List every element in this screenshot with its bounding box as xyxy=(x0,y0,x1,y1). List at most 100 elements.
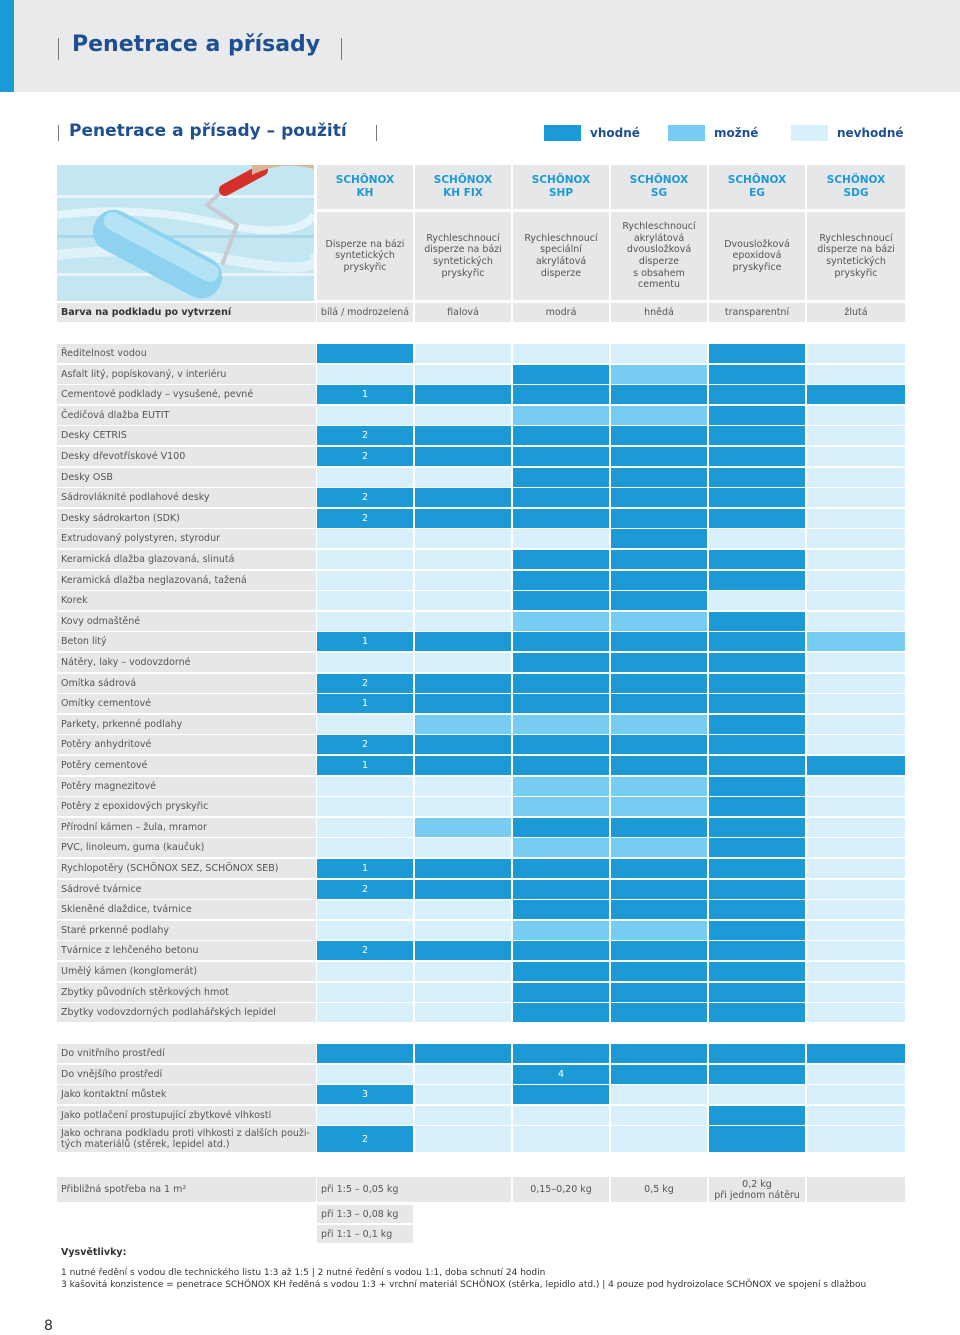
rating-cell xyxy=(611,467,707,487)
row-label: Jako ochrana podkladu proti vlhkosti z d… xyxy=(57,1126,316,1153)
cell-note: 1 xyxy=(361,389,369,401)
rating-cell xyxy=(611,529,707,549)
rating-cell xyxy=(415,1105,511,1125)
rating-cell xyxy=(415,1064,511,1084)
rating-cell xyxy=(807,344,905,363)
rating-cell xyxy=(611,385,707,405)
product-name: SCHÖNOX KH xyxy=(317,165,413,209)
row-label: Keramická dlažba neglazovaná, tažená xyxy=(57,570,316,590)
rating-cell xyxy=(611,405,707,425)
rating-cell xyxy=(415,797,511,817)
value-line: při jednom nátěru xyxy=(714,1189,800,1201)
rating-cell xyxy=(513,962,609,981)
rating-cell xyxy=(807,776,905,796)
description-line: syntetických xyxy=(826,256,886,267)
rating-cell xyxy=(415,488,511,508)
rating-cell xyxy=(513,508,609,528)
rating-cell: 4 xyxy=(513,1064,609,1084)
rating-cell xyxy=(317,920,413,940)
rating-cell xyxy=(513,900,609,920)
product-color: modrá xyxy=(513,303,609,322)
description-line: s obsahem xyxy=(633,267,685,279)
product-description: Rychleschnoucí akrylátová dvousložková disp… xyxy=(611,212,707,300)
description-line: syntetických xyxy=(433,256,493,267)
rating-cell xyxy=(611,941,707,961)
product-description: Rychleschnoucí speciální akrylátová disperz… xyxy=(513,212,609,300)
rating-cell xyxy=(709,962,805,981)
rating-cell xyxy=(415,920,511,940)
rating-cell: 2 xyxy=(317,735,413,755)
rating-cell xyxy=(415,1085,511,1105)
rating-cell xyxy=(709,591,805,611)
rating-cell xyxy=(513,756,609,775)
rating-cell xyxy=(415,817,511,837)
rating-cell xyxy=(317,405,413,425)
rating-cell xyxy=(611,1126,707,1153)
rating-cell xyxy=(317,591,413,611)
label-line: Do vnitřního prostředí xyxy=(61,1048,165,1059)
rating-cell xyxy=(807,508,905,528)
description-line: Disperze na bázi xyxy=(325,238,405,250)
rating-cell xyxy=(611,900,707,920)
row-label: Umělý kámen (konglomerát) xyxy=(57,962,316,981)
rating-cell xyxy=(513,467,609,487)
rating-cell xyxy=(807,550,905,569)
rating-cell xyxy=(807,570,905,590)
rating-cell xyxy=(513,1044,609,1063)
rating-cell xyxy=(709,426,805,446)
rating-cell xyxy=(611,879,707,899)
rating-cell xyxy=(709,1105,805,1125)
rating-cell: 2 xyxy=(317,508,413,528)
rating-cell xyxy=(611,1105,707,1125)
row-label: Do vnitřního prostředí xyxy=(57,1044,316,1063)
rating-cell xyxy=(807,488,905,508)
rating-cell xyxy=(317,797,413,817)
rating-cell xyxy=(709,1044,805,1063)
rating-cell xyxy=(415,714,511,734)
value-line: 0,2 kg xyxy=(742,1178,772,1190)
row-label: Potěry z epoxidových pryskyřic xyxy=(57,797,316,817)
rating-cell xyxy=(611,673,707,693)
rating-cell xyxy=(709,920,805,940)
rating-cell xyxy=(807,982,905,1002)
rating-cell xyxy=(611,364,707,384)
description-line: syntetických xyxy=(335,250,395,262)
cell-note: 2 xyxy=(361,451,369,462)
rating-cell xyxy=(611,1085,707,1105)
description-line: pryskyřic xyxy=(834,267,878,279)
description-line: Rychleschnoucí xyxy=(622,221,696,233)
rating-cell: 2 xyxy=(317,879,413,899)
row-label: Potěry cementové xyxy=(57,756,316,775)
legend-swatch xyxy=(544,125,581,141)
rating-cell: 2 xyxy=(317,941,413,961)
rating-cell xyxy=(709,653,805,672)
rating-cell xyxy=(709,364,805,384)
rating-cell xyxy=(415,344,511,363)
rating-cell xyxy=(611,735,707,755)
rating-cell xyxy=(807,694,905,714)
rating-cell xyxy=(709,550,805,569)
consumption-value: při 1:3 – 0,08 kg xyxy=(317,1205,413,1223)
brand: SCHÖNOX xyxy=(826,174,886,186)
rating-cell xyxy=(611,694,707,714)
row-label: Tvárnice z lehčeného betonu xyxy=(57,941,316,961)
rating-cell xyxy=(807,364,905,384)
rating-cell xyxy=(513,694,609,714)
brand: SCHÖNOX xyxy=(531,174,591,186)
rating-cell: 1 xyxy=(317,632,413,652)
model: EG xyxy=(749,187,765,199)
rating-cell xyxy=(709,859,805,878)
rating-cell xyxy=(513,447,609,466)
rating-cell xyxy=(709,1003,805,1023)
rating-cell xyxy=(709,797,805,817)
product-name: SCHÖNOX SG xyxy=(611,165,707,209)
cell-note: 1 xyxy=(361,636,369,648)
rating-cell xyxy=(807,632,905,652)
rating-cell xyxy=(709,982,805,1002)
description-line: epoxidová xyxy=(732,250,782,262)
rating-cell xyxy=(709,714,805,734)
rating-cell xyxy=(709,756,805,775)
cell-note: 2 xyxy=(361,739,369,751)
rating-cell xyxy=(709,776,805,796)
